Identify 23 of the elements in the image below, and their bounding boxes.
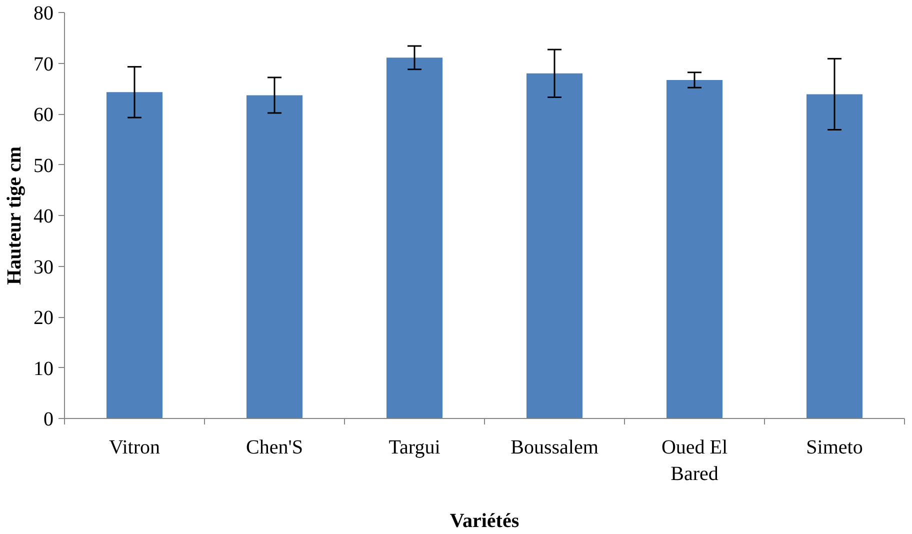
x-tick-label: Targui <box>388 436 441 458</box>
bar <box>386 58 442 418</box>
y-tick-label: 0 <box>44 408 54 430</box>
y-axis-title: Hauteur tige cm <box>4 146 26 285</box>
bar <box>526 73 582 418</box>
y-tick-label: 50 <box>34 154 54 177</box>
y-tick-label: 60 <box>34 104 54 126</box>
x-tick-label: Simeto <box>806 436 863 458</box>
x-tick-label: Chen'S <box>246 436 303 458</box>
y-tick-label: 10 <box>34 358 54 380</box>
y-tick-label: 80 <box>34 2 54 24</box>
bar <box>246 95 302 418</box>
y-tick-label: 20 <box>34 307 54 329</box>
y-tick-label: 40 <box>34 206 54 228</box>
bar <box>106 92 162 418</box>
x-tick-label: Vitron <box>108 436 160 458</box>
x-tick-label: Boussalem <box>510 436 599 458</box>
y-tick-label: 70 <box>34 53 54 76</box>
x-axis-title: Variétés <box>450 510 520 532</box>
x-tick-label: Oued El Bared <box>661 436 728 485</box>
bar <box>666 80 722 418</box>
bar <box>806 94 862 418</box>
y-tick-label: 30 <box>34 256 54 278</box>
